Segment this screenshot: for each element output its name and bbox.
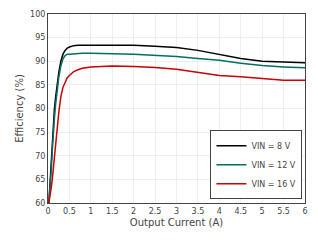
svg-text:80: 80 — [35, 104, 45, 113]
svg-text:4.5: 4.5 — [234, 207, 247, 216]
svg-text:VIN = 16 V: VIN = 16 V — [251, 180, 295, 189]
svg-text:2: 2 — [131, 207, 136, 216]
svg-text:VIN = 12 V: VIN = 12 V — [251, 161, 295, 170]
svg-text:75: 75 — [35, 128, 45, 137]
svg-text:2.5: 2.5 — [149, 207, 162, 216]
svg-text:5: 5 — [260, 207, 265, 216]
svg-text:VIN = 8 V: VIN = 8 V — [251, 142, 290, 151]
svg-text:Efficiency (%): Efficiency (%) — [14, 74, 25, 143]
svg-text:1: 1 — [88, 207, 93, 216]
svg-text:Output Current (A): Output Current (A) — [130, 217, 223, 228]
svg-text:4: 4 — [217, 207, 222, 216]
svg-text:0: 0 — [45, 207, 50, 216]
svg-text:5.5: 5.5 — [277, 207, 290, 216]
svg-text:1.5: 1.5 — [106, 207, 119, 216]
svg-text:85: 85 — [35, 81, 45, 90]
svg-text:95: 95 — [35, 33, 45, 42]
svg-text:90: 90 — [35, 57, 45, 66]
svg-text:100: 100 — [30, 10, 45, 19]
svg-text:3.5: 3.5 — [192, 207, 205, 216]
svg-text:60: 60 — [35, 199, 45, 208]
svg-text:0.5: 0.5 — [63, 207, 76, 216]
svg-text:3: 3 — [174, 207, 179, 216]
svg-text:6: 6 — [302, 207, 307, 216]
svg-text:65: 65 — [35, 175, 45, 184]
svg-text:70: 70 — [35, 152, 45, 161]
